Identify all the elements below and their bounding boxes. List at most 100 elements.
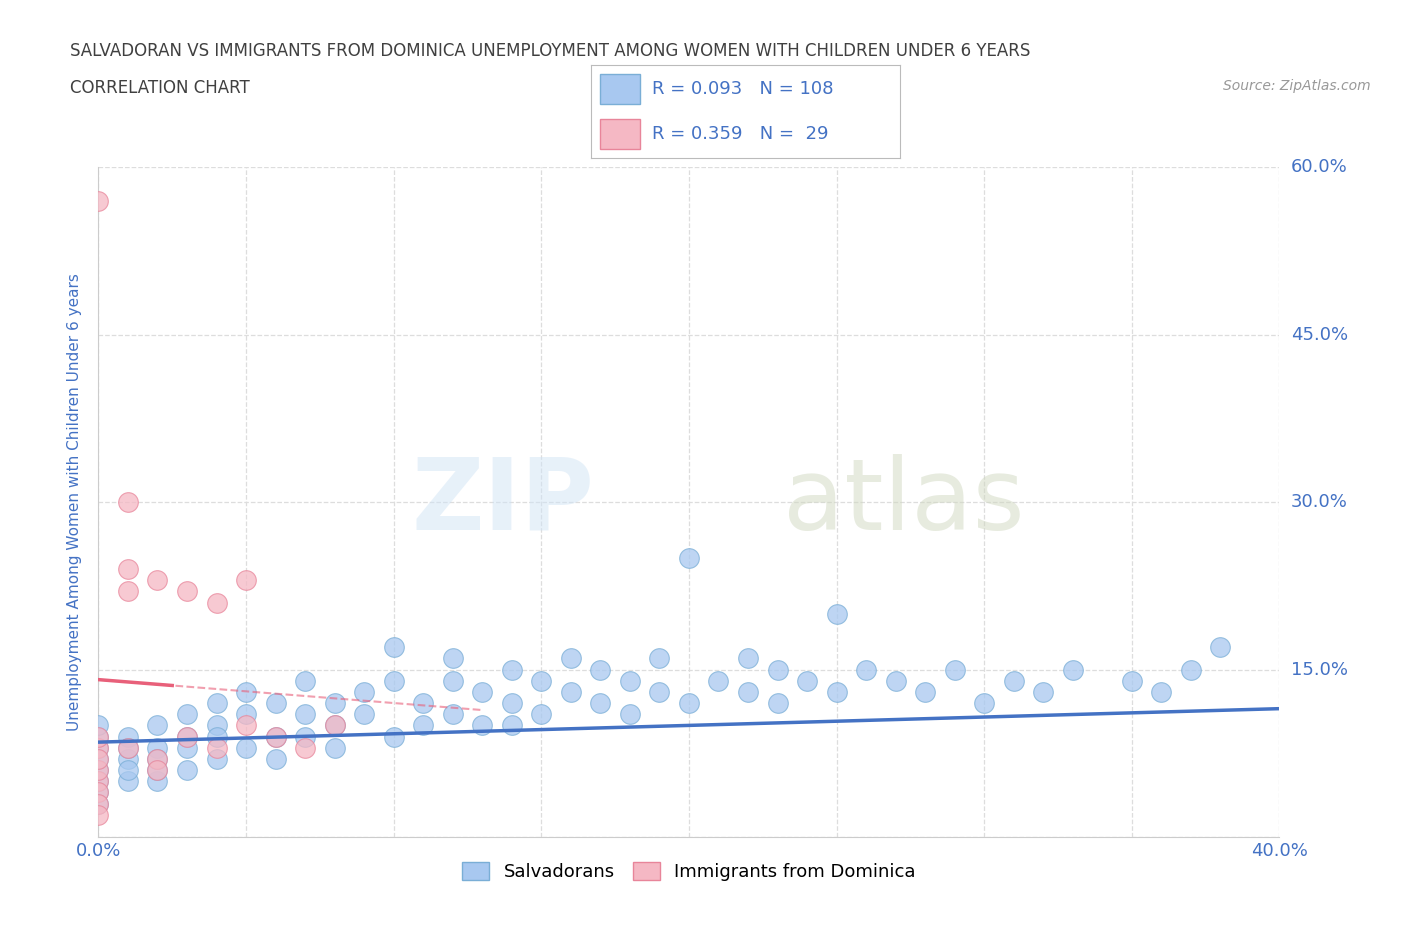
Point	[117, 562, 139, 577]
Point	[294, 740, 316, 755]
Point	[412, 718, 434, 733]
Point	[205, 718, 228, 733]
Point	[87, 796, 110, 811]
FancyBboxPatch shape	[600, 74, 640, 104]
Point	[264, 751, 287, 766]
Point	[117, 740, 139, 755]
Point	[560, 651, 582, 666]
Point	[146, 740, 169, 755]
Point	[825, 606, 848, 621]
Point	[205, 729, 228, 744]
Point	[146, 763, 169, 777]
Point	[707, 673, 730, 688]
FancyBboxPatch shape	[600, 119, 640, 149]
Point	[87, 774, 110, 789]
Point	[737, 684, 759, 699]
Point	[501, 662, 523, 677]
Point	[737, 651, 759, 666]
Point	[501, 696, 523, 711]
Point	[530, 707, 553, 722]
Point	[87, 751, 110, 766]
Point	[323, 718, 346, 733]
Point	[1150, 684, 1173, 699]
Point	[412, 696, 434, 711]
Point	[146, 751, 169, 766]
Point	[205, 595, 228, 610]
Point	[87, 740, 110, 755]
Point	[117, 740, 139, 755]
Point	[176, 729, 198, 744]
Point	[117, 751, 139, 766]
Point	[648, 684, 671, 699]
Point	[294, 707, 316, 722]
Point	[766, 696, 789, 711]
Point	[1121, 673, 1143, 688]
Point	[353, 707, 375, 722]
Point	[87, 718, 110, 733]
Text: 30.0%: 30.0%	[1291, 493, 1347, 512]
Point	[117, 774, 139, 789]
Text: R = 0.359   N =  29: R = 0.359 N = 29	[652, 125, 830, 143]
Text: 60.0%: 60.0%	[1291, 158, 1347, 177]
Point	[117, 763, 139, 777]
Point	[176, 729, 198, 744]
Point	[87, 763, 110, 777]
Y-axis label: Unemployment Among Women with Children Under 6 years: Unemployment Among Women with Children U…	[67, 273, 83, 731]
Point	[87, 807, 110, 822]
Point	[323, 718, 346, 733]
Point	[471, 718, 494, 733]
Point	[235, 684, 257, 699]
Point	[264, 696, 287, 711]
Point	[146, 573, 169, 588]
Point	[501, 718, 523, 733]
Text: R = 0.093   N = 108: R = 0.093 N = 108	[652, 80, 834, 99]
Point	[235, 707, 257, 722]
Point	[973, 696, 995, 711]
Point	[855, 662, 877, 677]
Point	[87, 729, 110, 744]
Point	[264, 729, 287, 744]
Point	[678, 551, 700, 565]
Point	[235, 573, 257, 588]
Point	[914, 684, 936, 699]
Point	[1209, 640, 1232, 655]
Point	[1062, 662, 1084, 677]
Point	[87, 193, 110, 208]
Text: 15.0%: 15.0%	[1291, 660, 1347, 679]
Point	[560, 684, 582, 699]
Point	[87, 785, 110, 800]
Point	[884, 673, 907, 688]
Point	[87, 729, 110, 744]
Point	[87, 740, 110, 755]
Point	[825, 684, 848, 699]
Text: ZIP: ZIP	[412, 454, 595, 551]
Point	[176, 740, 198, 755]
Point	[619, 707, 641, 722]
Point	[235, 740, 257, 755]
Point	[943, 662, 966, 677]
Point	[176, 763, 198, 777]
Legend: Salvadorans, Immigrants from Dominica: Salvadorans, Immigrants from Dominica	[456, 855, 922, 888]
Point	[441, 707, 464, 722]
Text: SALVADORAN VS IMMIGRANTS FROM DOMINICA UNEMPLOYMENT AMONG WOMEN WITH CHILDREN UN: SALVADORAN VS IMMIGRANTS FROM DOMINICA U…	[70, 42, 1031, 60]
Point	[441, 673, 464, 688]
Point	[678, 696, 700, 711]
Point	[766, 662, 789, 677]
Point	[117, 729, 139, 744]
Point	[382, 673, 405, 688]
Point	[176, 707, 198, 722]
Point	[441, 651, 464, 666]
Point	[235, 718, 257, 733]
Point	[471, 684, 494, 699]
Text: CORRELATION CHART: CORRELATION CHART	[70, 79, 250, 97]
Point	[294, 729, 316, 744]
Point	[796, 673, 818, 688]
Point	[589, 696, 612, 711]
Point	[589, 662, 612, 677]
Point	[117, 584, 139, 599]
Point	[323, 740, 346, 755]
Point	[619, 673, 641, 688]
Point	[205, 751, 228, 766]
Point	[1032, 684, 1054, 699]
Point	[87, 785, 110, 800]
